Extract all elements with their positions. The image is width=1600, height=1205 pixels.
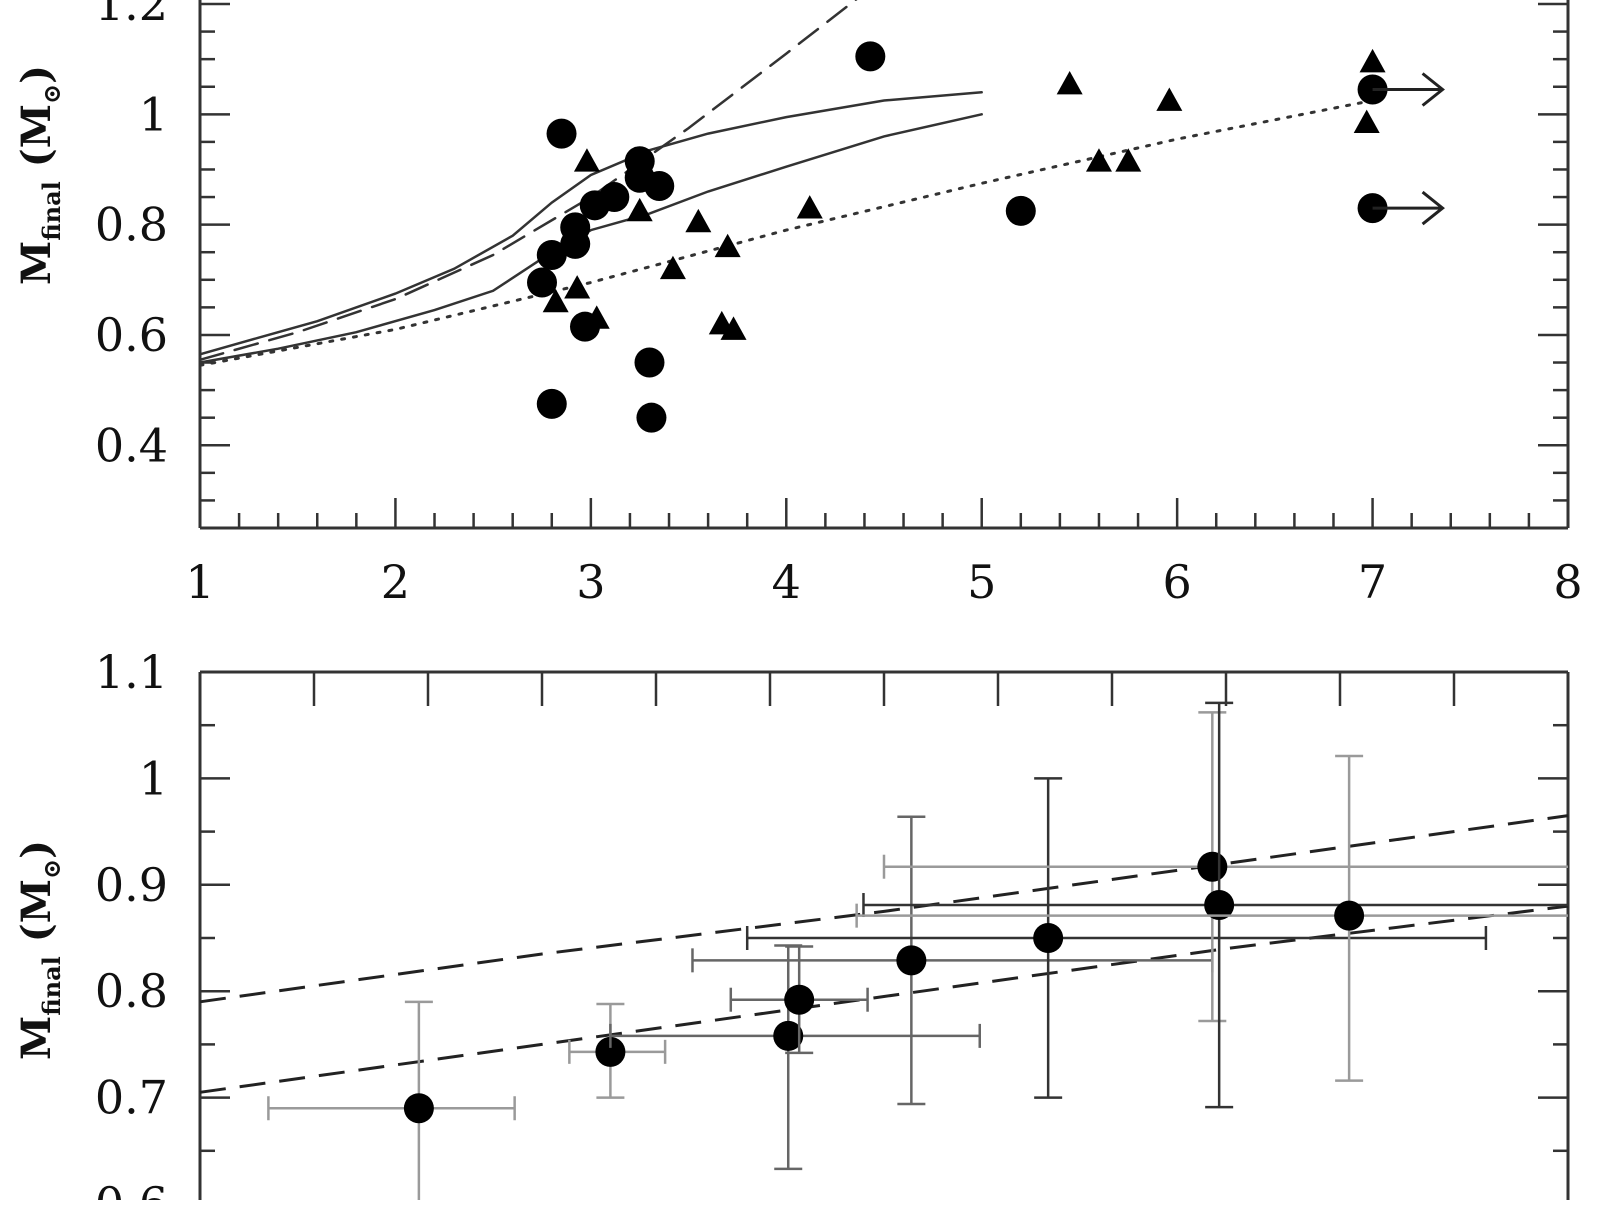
circle-point bbox=[644, 171, 675, 202]
x-tick-label: 3 bbox=[576, 555, 605, 609]
dashed-curve bbox=[199, 814, 1569, 1004]
y-tick-label: 0.6 bbox=[95, 1177, 168, 1200]
y-tick-label: 0.6 bbox=[95, 308, 168, 362]
triangle-point bbox=[1353, 109, 1380, 133]
triangle-point bbox=[564, 275, 591, 299]
triangle-point bbox=[1156, 87, 1183, 111]
circle-point bbox=[1197, 851, 1228, 882]
y-tick-label: 1.2 bbox=[95, 0, 168, 31]
circle-point bbox=[1033, 923, 1064, 953]
circle-point bbox=[560, 212, 591, 243]
lower-limit-arrow bbox=[1372, 190, 1445, 226]
circle-point bbox=[599, 182, 630, 213]
y-tick-label: 1 bbox=[139, 751, 168, 805]
bottom-panel: 0.6 0.7 0.8 0.9 1 1.1 Mfinal(M⊙) bbox=[13, 645, 1570, 1205]
y-tick-label: 0.8 bbox=[95, 198, 168, 252]
x-tick-label: 5 bbox=[967, 555, 996, 609]
solid-curve bbox=[198, 91, 983, 356]
triangle-point bbox=[659, 255, 686, 280]
x-tick-label: 1 bbox=[185, 555, 214, 609]
triangle-point bbox=[542, 288, 569, 313]
triangle-point bbox=[1085, 148, 1112, 172]
dashed-curve bbox=[198, 0, 858, 362]
circle-point bbox=[569, 311, 600, 342]
circle-point bbox=[636, 402, 667, 433]
x-tick-label: 8 bbox=[1553, 555, 1582, 609]
triangle-point bbox=[573, 148, 600, 172]
circle-point bbox=[595, 1036, 626, 1067]
circle-point bbox=[855, 41, 886, 72]
circle-point bbox=[1334, 900, 1365, 931]
circle-point bbox=[546, 118, 577, 149]
y-tick-label: 0.8 bbox=[95, 964, 168, 1018]
triangle-point bbox=[1056, 70, 1083, 95]
circle-point bbox=[1204, 890, 1235, 921]
top-panel: 0.4 0.6 0.8 1 1.2 1 2 3 4 5 6 7 8 Mfinal(M⊙) bbox=[13, 0, 1583, 609]
circle-point bbox=[784, 984, 815, 1015]
triangle-point bbox=[796, 195, 823, 219]
dashed-curve bbox=[199, 904, 1569, 1094]
circle-point bbox=[527, 267, 557, 298]
x-tick-label: 2 bbox=[381, 555, 410, 609]
circle-point bbox=[536, 388, 567, 419]
circle-point bbox=[1005, 195, 1036, 226]
triangle-point bbox=[1359, 48, 1386, 73]
lower-limit-arrow bbox=[1372, 72, 1445, 107]
y-tick-label: 1 bbox=[139, 87, 168, 141]
y-tick-label: 0.4 bbox=[95, 418, 168, 472]
triangle-point bbox=[626, 197, 653, 222]
triangle-point bbox=[714, 233, 741, 258]
y-axis-label: Mfinal(M⊙) bbox=[13, 65, 66, 285]
circle-point bbox=[773, 1020, 804, 1051]
y-tick-label: 0.9 bbox=[95, 858, 168, 912]
circle-point bbox=[403, 1093, 434, 1124]
dotted-curve bbox=[198, 99, 1375, 367]
y-tick-label: 1.1 bbox=[95, 645, 168, 699]
x-tick-label: 4 bbox=[772, 555, 801, 609]
triangle-point bbox=[685, 208, 712, 233]
x-tick-label: 6 bbox=[1163, 555, 1192, 609]
circle-point bbox=[896, 945, 927, 976]
y-axis-label: Mfinal(M⊙) bbox=[13, 840, 66, 1060]
triangle-point bbox=[720, 316, 747, 340]
circle-point bbox=[536, 239, 567, 270]
y-tick-label: 0.7 bbox=[95, 1071, 168, 1125]
triangle-point bbox=[1115, 148, 1142, 172]
x-tick-label: 7 bbox=[1358, 555, 1387, 609]
circle-point bbox=[634, 347, 665, 378]
